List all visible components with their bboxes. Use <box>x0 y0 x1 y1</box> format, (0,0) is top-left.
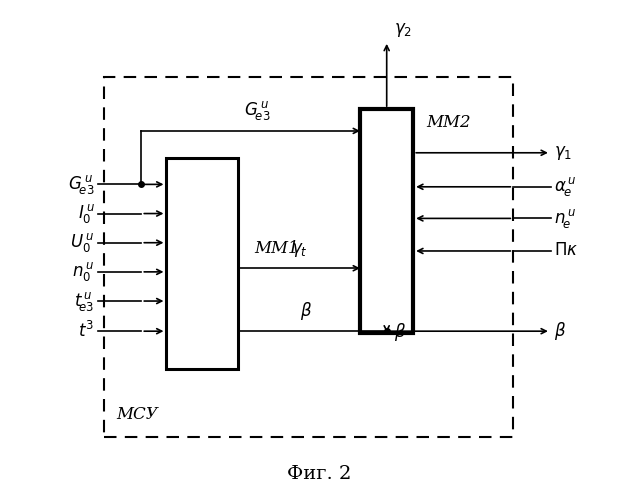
Text: ММ2: ММ2 <box>426 114 470 131</box>
Text: $I_0^{\,u}$: $I_0^{\,u}$ <box>77 202 95 225</box>
Text: $n_0^{\,u}$: $n_0^{\,u}$ <box>72 260 95 283</box>
Text: $\Pi\kappa$: $\Pi\kappa$ <box>554 242 578 260</box>
Text: $t^3$: $t^3$ <box>78 321 95 341</box>
Text: $U_0^{\,u}$: $U_0^{\,u}$ <box>70 231 95 254</box>
Text: $\gamma_1$: $\gamma_1$ <box>554 144 572 162</box>
Text: ММ1: ММ1 <box>254 240 298 258</box>
FancyBboxPatch shape <box>166 158 238 369</box>
Text: $G_{\!\mathit{e3}}^{\,u}$: $G_{\!\mathit{e3}}^{\,u}$ <box>68 173 95 196</box>
Text: МСУ: МСУ <box>116 406 158 422</box>
Text: $\beta$: $\beta$ <box>394 321 406 343</box>
Text: $\gamma_t$: $\gamma_t$ <box>291 242 307 260</box>
FancyBboxPatch shape <box>360 109 413 332</box>
Text: $n_{\!\mathit{e}}^{\,u}$: $n_{\!\mathit{e}}^{\,u}$ <box>554 207 576 230</box>
Text: $\beta$: $\beta$ <box>300 300 312 322</box>
Text: $\gamma_2$: $\gamma_2$ <box>394 20 412 38</box>
Text: $t_{\!\mathit{e3}}^{\,u}$: $t_{\!\mathit{e3}}^{\,u}$ <box>74 290 95 312</box>
Text: Фиг. 2: Фиг. 2 <box>288 464 351 482</box>
Text: $\beta$: $\beta$ <box>554 320 566 342</box>
Text: $G_{\!\mathit{e3}}^{\,u}$: $G_{\!\mathit{e3}}^{\,u}$ <box>243 99 270 122</box>
Text: $\alpha_{\!\mathit{e}}^{\,u}$: $\alpha_{\!\mathit{e}}^{\,u}$ <box>554 176 576 199</box>
